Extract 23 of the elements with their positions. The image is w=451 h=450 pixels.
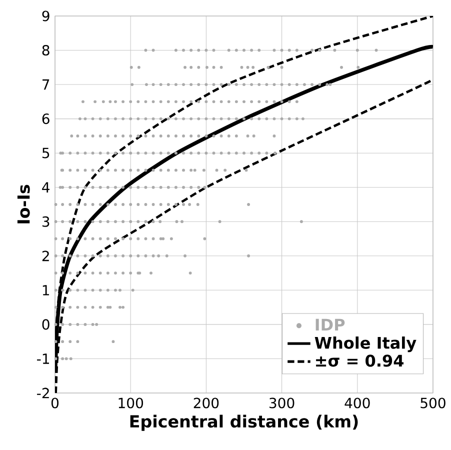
y-tick-label: 4 [42, 182, 50, 192]
legend-label: IDP [316, 318, 345, 331]
y-tick-label: 1 [42, 285, 49, 296]
legend-label: ±σ = 0.94 [316, 354, 404, 367]
y-tick-label: -1 [37, 354, 49, 364]
y-tick-label: 9 [42, 10, 50, 22]
x-tick-label: 0 [51, 398, 59, 408]
y-tick-label: 0 [42, 319, 50, 330]
x-tick-label: 300 [270, 398, 294, 408]
y-tick-label: -2 [37, 388, 49, 398]
y-tick-label: 6 [42, 114, 50, 124]
y-tick-label: 3 [42, 216, 50, 227]
x-tick-label: 100 [118, 398, 144, 408]
x-tick-label: 400 [344, 398, 370, 408]
y-axis-title: Io-Is [17, 184, 30, 224]
x-axis-title: Epicentral distance (km) [130, 414, 358, 431]
y-tick-label: 5 [42, 148, 50, 158]
legend-label: Whole Italy [314, 336, 416, 352]
x-tick-label: 200 [194, 398, 219, 408]
y-tick-label: 7 [42, 79, 50, 90]
y-tick-label: 2 [42, 250, 49, 262]
x-tick-label: 500 [420, 398, 446, 408]
y-tick-label: 8 [42, 44, 50, 56]
